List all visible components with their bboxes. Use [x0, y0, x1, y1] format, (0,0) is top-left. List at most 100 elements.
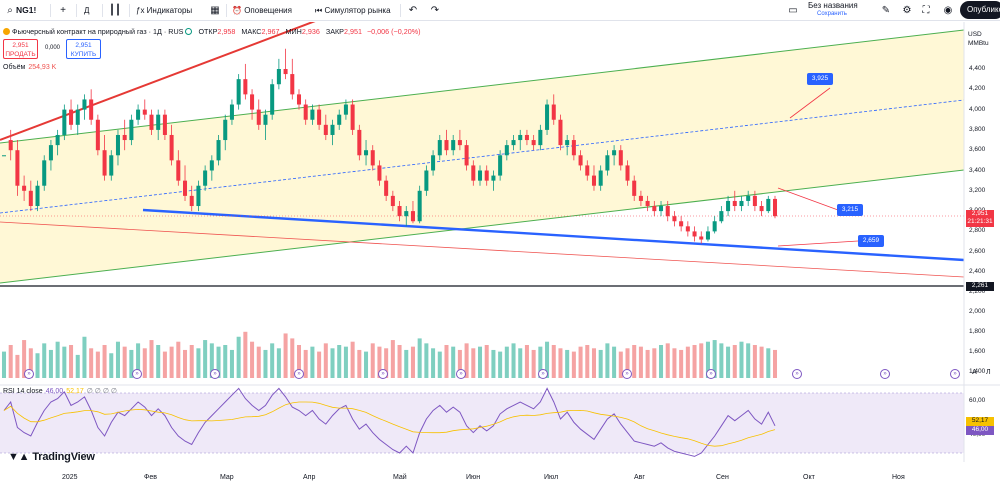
dividend-event-icon[interactable]: » [294, 369, 304, 379]
candle[interactable] [457, 140, 462, 146]
candle[interactable] [578, 155, 583, 166]
dividend-event-icon[interactable]: » [880, 369, 890, 379]
symbol-title[interactable]: Фьючерсный контракт на природный газ · 1… [12, 27, 184, 36]
candle[interactable] [518, 134, 523, 141]
candle[interactable] [444, 140, 449, 151]
candle[interactable] [451, 140, 456, 151]
dividend-event-icon[interactable]: » [538, 369, 548, 379]
candle[interactable] [524, 134, 529, 141]
candle[interactable] [317, 109, 322, 125]
redo-icon[interactable]: ↷ [430, 5, 440, 16]
candle[interactable] [102, 150, 107, 176]
dividend-event-icon[interactable]: » [622, 369, 632, 379]
dividend-event-icon[interactable]: » [456, 369, 466, 379]
candle[interactable] [1, 155, 7, 157]
candle[interactable] [95, 119, 100, 151]
candle[interactable] [189, 195, 194, 207]
candle[interactable] [183, 180, 188, 196]
candle[interactable] [350, 104, 355, 130]
candle[interactable] [82, 99, 87, 110]
resistance-trendline[interactable] [0, 22, 318, 141]
candle[interactable] [310, 109, 315, 120]
candle[interactable] [303, 104, 308, 120]
candle[interactable] [558, 119, 563, 146]
candle[interactable] [672, 216, 677, 222]
candle[interactable] [364, 150, 369, 156]
candle[interactable] [75, 109, 80, 125]
candle[interactable] [42, 160, 47, 186]
candle[interactable] [652, 206, 657, 212]
candle[interactable] [598, 170, 603, 186]
candle[interactable] [538, 129, 543, 146]
candle[interactable] [498, 155, 503, 176]
candle[interactable] [645, 200, 650, 207]
candle[interactable] [250, 94, 255, 110]
candle[interactable] [504, 145, 509, 156]
auto-scale-button[interactable]: A [972, 369, 977, 376]
candle[interactable] [62, 109, 67, 135]
candle[interactable] [551, 104, 556, 120]
candle[interactable] [665, 206, 670, 217]
candle[interactable] [35, 185, 40, 207]
camera-icon[interactable]: ◉ [943, 5, 953, 16]
candle[interactable] [22, 185, 27, 191]
candle[interactable] [712, 221, 717, 232]
add-symbol-icon[interactable]: + [60, 5, 66, 16]
candle[interactable] [203, 170, 208, 186]
candle[interactable] [625, 165, 630, 181]
candle[interactable] [719, 211, 724, 222]
candle[interactable] [772, 198, 778, 217]
buy-button[interactable]: 2,951 КУПИТЬ [66, 39, 101, 59]
candle[interactable] [196, 185, 201, 207]
candle[interactable] [216, 140, 221, 161]
settings-gear-icon[interactable]: ⚙ [902, 5, 912, 16]
candle[interactable] [223, 119, 228, 141]
candle[interactable] [209, 160, 214, 171]
dividend-event-icon[interactable]: » [950, 369, 960, 379]
candle[interactable] [149, 114, 154, 130]
candle[interactable] [243, 79, 248, 95]
candle[interactable] [726, 200, 731, 212]
publish-button[interactable]: Опубликов [960, 1, 1000, 19]
candle[interactable] [679, 221, 684, 227]
candle[interactable] [156, 114, 161, 130]
chart-canvas[interactable] [0, 22, 1000, 484]
candle[interactable] [229, 104, 234, 120]
candle[interactable] [766, 198, 771, 212]
candle[interactable] [15, 150, 20, 186]
candle[interactable] [115, 134, 120, 156]
candle[interactable] [89, 99, 94, 120]
candle[interactable] [739, 200, 744, 207]
candle[interactable] [290, 74, 295, 95]
candle[interactable] [55, 134, 60, 146]
candle[interactable] [142, 109, 147, 115]
candle[interactable] [685, 226, 690, 232]
candle[interactable] [176, 160, 181, 181]
channel-mid-line[interactable] [0, 99, 965, 214]
candle[interactable] [752, 195, 757, 207]
dividend-event-icon[interactable]: » [24, 369, 34, 379]
log-scale-button[interactable]: Л [986, 369, 991, 376]
channel-upper-line[interactable] [0, 29, 965, 144]
indicators-button[interactable]: ƒx Индикаторы [136, 6, 193, 15]
candle[interactable] [283, 69, 288, 75]
candle[interactable] [8, 140, 13, 151]
candle[interactable] [377, 165, 382, 181]
target-flag-upper[interactable]: 3,925 [807, 73, 833, 85]
candle[interactable] [638, 195, 643, 201]
candle[interactable] [122, 134, 127, 141]
support-trendline[interactable] [142, 208, 965, 262]
candle[interactable] [491, 175, 496, 181]
candle[interactable] [109, 155, 114, 176]
candle[interactable] [370, 150, 375, 166]
rsi-label[interactable]: RSI 14 close [3, 388, 43, 395]
candle[interactable] [437, 140, 442, 156]
candle[interactable] [337, 114, 342, 125]
dividend-event-icon[interactable]: » [378, 369, 388, 379]
candle[interactable] [431, 155, 436, 171]
candle[interactable] [511, 140, 516, 146]
candle[interactable] [699, 236, 704, 240]
candle[interactable] [545, 104, 550, 130]
candle[interactable] [276, 69, 281, 85]
candle[interactable] [477, 170, 483, 181]
